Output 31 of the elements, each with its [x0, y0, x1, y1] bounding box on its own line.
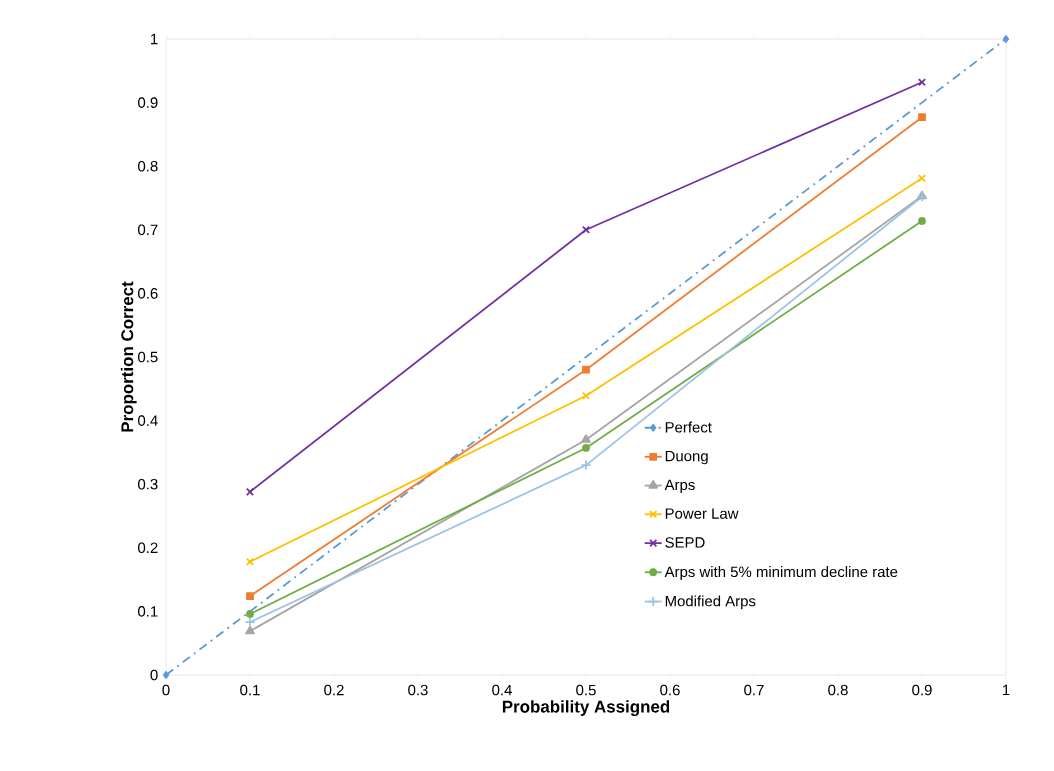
x-tick-label: 0.1: [240, 684, 260, 696]
x-tick-label: 0: [162, 684, 170, 696]
legend-label: Power Law: [665, 508, 739, 519]
legend-label: Modified Arps: [665, 595, 756, 610]
y-tick-label: 0.5: [138, 351, 158, 363]
legend-label: SEPD: [665, 537, 705, 548]
legend-label: Arps: [664, 479, 695, 494]
y-tick-label: 0.2: [138, 542, 158, 554]
x-axis-title: Probability Assigned: [502, 700, 670, 717]
legend-label: Arps with 5% minimum decline rate: [664, 566, 898, 581]
y-axis-title: Proportion Correct: [120, 281, 137, 432]
legend-label: Duong: [665, 450, 708, 465]
legend-label: Perfect: [665, 421, 712, 433]
x-tick-label: 0.4: [492, 684, 512, 696]
y-tick-label: 0.9: [138, 97, 158, 108]
y-tick-label: 0.7: [138, 224, 158, 236]
x-tick-label: 1: [1003, 684, 1010, 696]
x-tick-label: 0.6: [660, 684, 680, 696]
x-tick-label: 0.5: [576, 684, 596, 696]
y-tick-label: 0.6: [138, 288, 158, 299]
x-tick-label: 0.9: [912, 684, 932, 696]
y-tick-label: 0.1: [138, 606, 158, 617]
y-tick-label: 0.4: [138, 415, 158, 426]
y-tick-label: 0.8: [138, 160, 158, 172]
x-tick-label: 0.3: [408, 684, 428, 696]
x-tick-label: 0.7: [744, 684, 764, 696]
y-tick-label: 0: [150, 669, 158, 681]
y-tick-label: 0.3: [138, 478, 158, 490]
y-tick-label: 1: [151, 33, 158, 45]
x-tick-label: 0.2: [324, 684, 344, 696]
x-tick-label: 0.8: [828, 684, 848, 696]
